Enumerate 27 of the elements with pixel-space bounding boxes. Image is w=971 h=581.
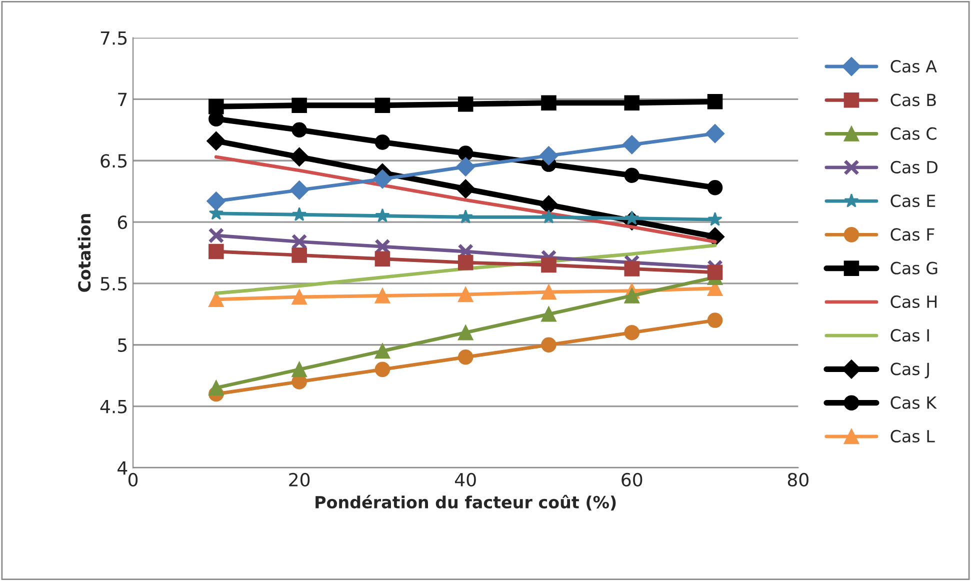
x-tick-label: 60 [622, 472, 642, 487]
legend-label: Cas E [890, 194, 936, 208]
y-tick-label: 4.5 [100, 400, 127, 414]
legend-label: Cas G [890, 262, 938, 274]
legend-label: Cas H [890, 295, 937, 308]
legend-label: Cas D [890, 160, 938, 174]
y-tick-label: 4 [118, 461, 128, 475]
legend-label: Cas L [890, 430, 935, 443]
x-tick-label: 80 [788, 472, 808, 487]
legend-label: Cas C [890, 127, 936, 140]
legend-label: Cas K [890, 396, 937, 409]
y-tick-label: 6.5 [100, 154, 127, 168]
y-tick-label: 7.5 [100, 31, 127, 45]
y-tick-label: 5 [118, 338, 127, 352]
y-axis-title: Cotation [78, 214, 91, 292]
x-tick-label: 20 [289, 472, 310, 487]
legend-label: Cas B [890, 94, 936, 106]
y-tick-label: 7 [118, 92, 127, 106]
x-tick-label: 40 [454, 472, 476, 487]
y-tick-label: 5.5 [100, 277, 127, 291]
legend-label: Cas A [890, 60, 937, 73]
x-axis-title: Pondération du facteur coût (%) [316, 494, 616, 510]
legend-label: Cas F [890, 228, 934, 241]
legend-label: Cas I [890, 329, 929, 342]
x-tick-label: 0 [128, 472, 138, 487]
y-tick-label: 6 [118, 215, 128, 230]
legend-label: Cas J [890, 362, 929, 378]
